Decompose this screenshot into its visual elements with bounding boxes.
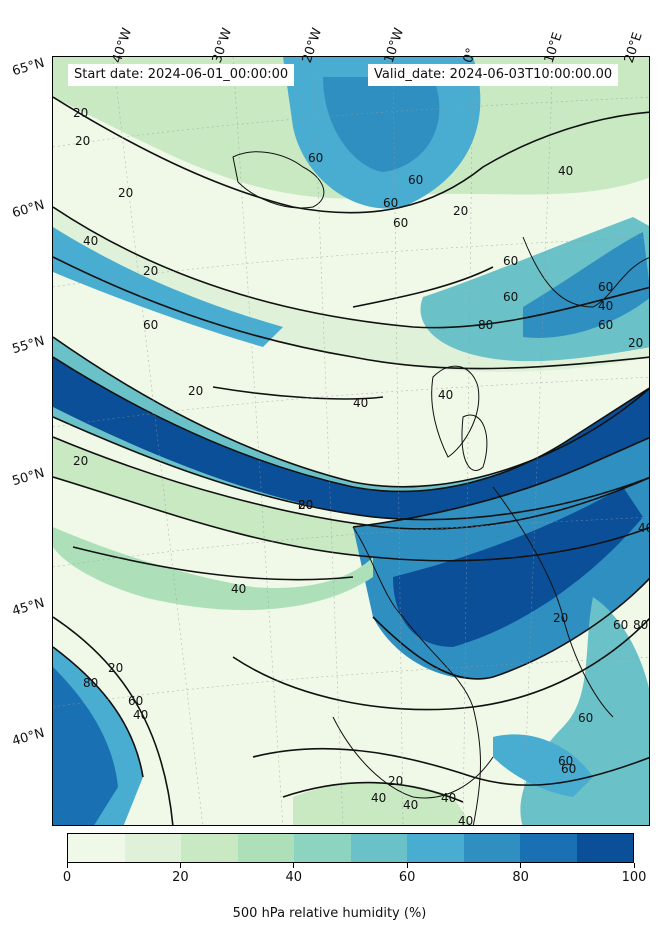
contour-value-label: 40 — [403, 798, 418, 812]
colorbar-tick — [406, 863, 408, 868]
contour-value-label: 60 — [558, 754, 573, 768]
contour-value-label: 80 — [633, 618, 648, 632]
contour-value-label: 20 — [75, 134, 90, 148]
contour-value-label: 60 — [308, 151, 323, 165]
contour-value-label: 20 — [108, 661, 123, 675]
colorbar-segment — [124, 834, 181, 862]
contour-value-label: 80 — [298, 498, 313, 512]
contour-value-label: 60 — [613, 618, 628, 632]
contour-value-label: 20 — [298, 498, 313, 512]
contour-value-label: 40 — [598, 299, 613, 313]
contour-value-label: 20 — [188, 384, 203, 398]
lat-label-55n: 55°N — [10, 333, 47, 358]
graticule — [53, 57, 649, 825]
contour-value-label: 80 — [83, 676, 98, 690]
colorbar-tick — [179, 863, 181, 868]
colorbar-tick-label: 0 — [62, 870, 72, 885]
start-date-label: Start date: 2024-06-01_00:00:00 — [68, 64, 295, 86]
coastlines — [232, 151, 649, 825]
colorbar-tick-label: 80 — [512, 870, 529, 885]
contour-value-label: 60 — [143, 318, 158, 332]
contour-value-label: 60 — [598, 318, 613, 332]
contour-value-label: 20 — [143, 264, 158, 278]
colorbar — [67, 833, 634, 863]
colorbar-segment — [407, 834, 464, 862]
contour-value-label: 40 — [458, 814, 473, 826]
contour-value-label: 40 — [231, 582, 246, 596]
contour-value-label: 20 — [553, 611, 568, 625]
lat-label-40n: 40°N — [10, 725, 47, 750]
colorbar-tick-label: 60 — [398, 870, 416, 885]
contour-value-label: 20 — [73, 106, 88, 120]
lat-label-60n: 60°N — [10, 197, 47, 222]
contour-value-label: 60 — [128, 694, 143, 708]
colorbar-segment — [237, 834, 294, 862]
contour-value-label: 20 — [118, 186, 133, 200]
colorbar-tick — [66, 863, 68, 868]
colorbar-tick-label: 40 — [285, 870, 303, 885]
contour-value-label: 80 — [478, 318, 493, 332]
colorbar-segment — [294, 834, 351, 862]
contour-value-label: 20 — [453, 204, 468, 218]
contour-value-label: 40 — [638, 521, 650, 535]
contour-value-label: 60 — [393, 216, 408, 230]
colorbar-tick — [520, 863, 522, 868]
valid-date-label: Valid_date: 2024-06-03T10:00:00.00 — [368, 64, 619, 86]
lat-label-45n: 45°N — [10, 595, 47, 620]
map-panel: 20 20 20 60 60 60 60 40 20 40 60 60 20 60 60 80 60 40 20 40… — [52, 56, 650, 826]
colorbar-label: 500 hPa relative humidity (%) — [232, 906, 427, 921]
colorbar-segment — [68, 834, 125, 862]
contour-value-label: 40 — [133, 708, 148, 722]
colorbar-segment — [576, 834, 633, 862]
colorbar-segment — [350, 834, 407, 862]
contour-value-label: 40 — [558, 164, 573, 178]
contour-value-label: 40 — [83, 234, 98, 248]
contour-value-label: 60 — [561, 762, 576, 776]
contour-value-label: 60 — [598, 280, 613, 294]
contour-value-label: 60 — [408, 173, 423, 187]
colorbar-tick — [293, 863, 295, 868]
contour-value-label: 20 — [73, 454, 88, 468]
colorbar-tick-label: 100 — [621, 870, 647, 885]
contour-value-label: 40 — [438, 388, 453, 402]
colorbar-tick — [633, 863, 635, 868]
contour-value-label: 60 — [503, 254, 518, 268]
contour-value-label: 20 — [628, 336, 643, 350]
contour-value-label: 40 — [353, 396, 368, 410]
contour-value-label: 60 — [383, 196, 398, 210]
contour-lines — [53, 96, 649, 825]
colorbar-tick-label: 20 — [172, 870, 189, 885]
contour-value-label: 20 — [388, 774, 403, 788]
colorbar-segment — [463, 834, 520, 862]
colorbar-segment — [181, 834, 238, 862]
contour-value-label: 40 — [371, 791, 386, 805]
contour-value-label: 60 — [503, 290, 518, 304]
lat-label-50n: 50°N — [10, 465, 47, 490]
contour-value-label: 60 — [578, 711, 593, 725]
lat-label-65n: 65°N — [10, 55, 47, 80]
contour-value-label: 40 — [441, 791, 456, 805]
colorbar-segment — [520, 834, 577, 862]
